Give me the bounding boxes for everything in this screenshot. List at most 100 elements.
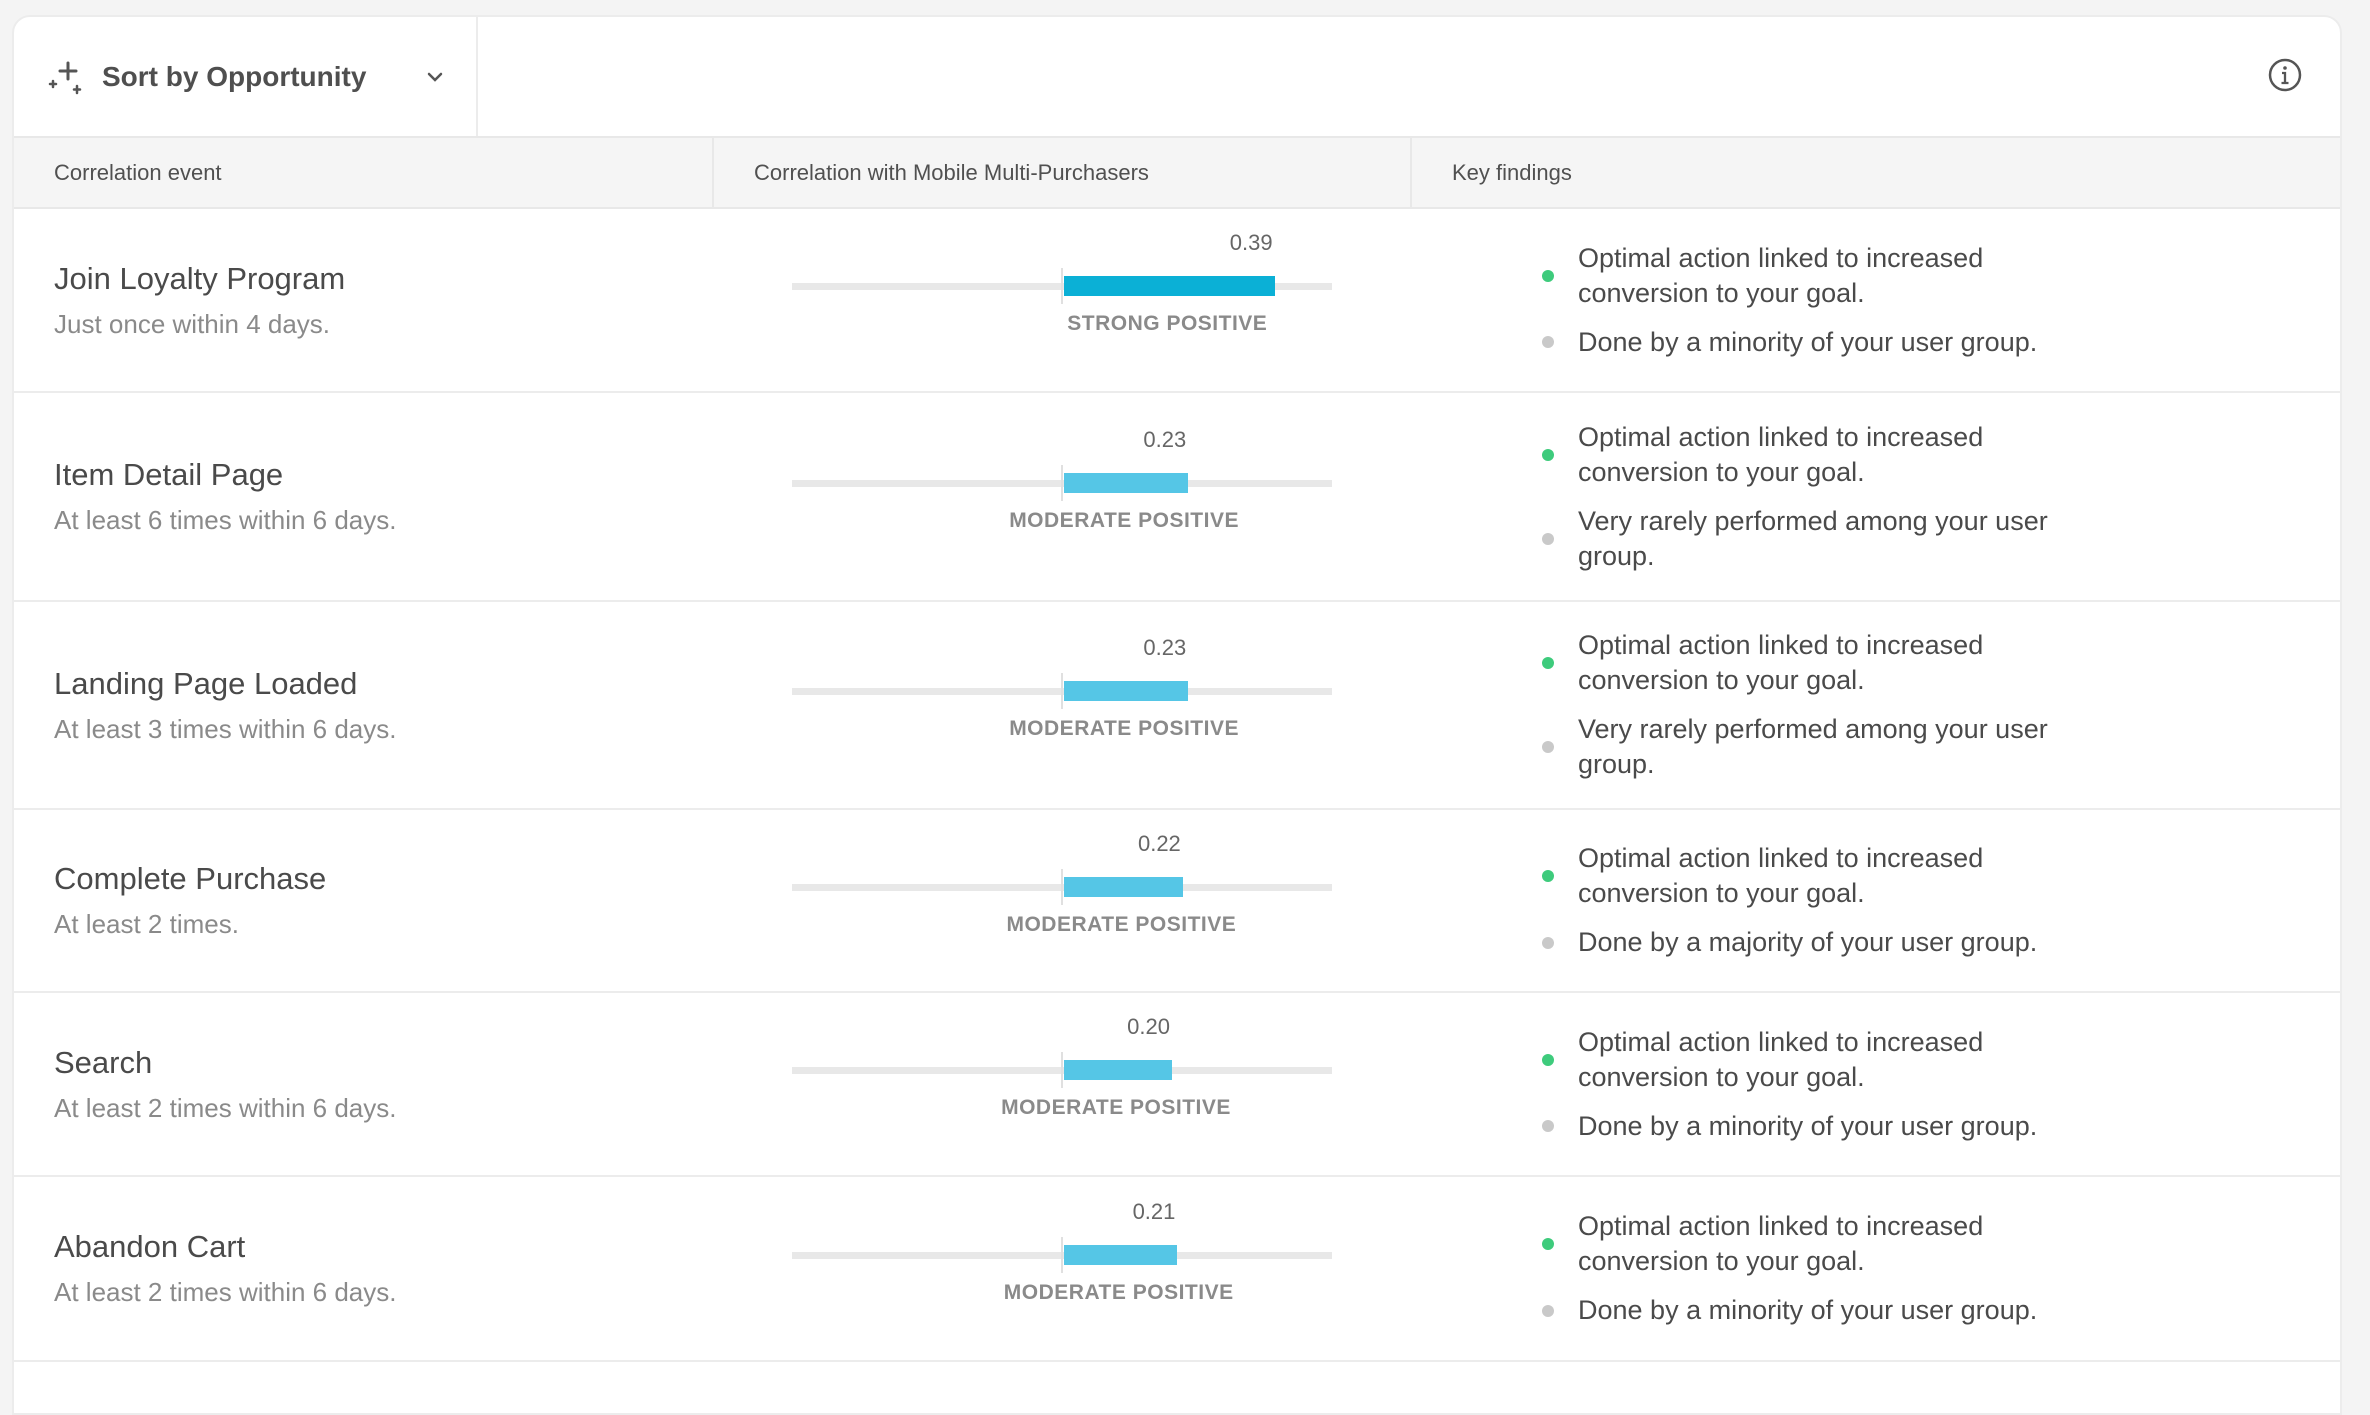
correlation-card: Sort by Opportunity Correlation event Co… xyxy=(12,15,2342,1415)
event-title[interactable]: Search xyxy=(54,1044,153,1080)
event-title[interactable]: Abandon Cart xyxy=(54,1229,246,1264)
event-condition: At least 3 times within 6 days. xyxy=(54,713,397,744)
findings-cell: Optimal action linked to increased conve… xyxy=(1490,602,2340,808)
sort-label: Sort by Opportunity xyxy=(102,60,367,92)
event-cell: Abandon Cart At least 2 times within 6 d… xyxy=(14,1177,752,1360)
correlation-cell: 0.20 MODERATE POSITIVE xyxy=(752,993,1490,1175)
neutral-dot-icon xyxy=(1542,936,1554,949)
correlation-bar xyxy=(1064,276,1275,296)
finding-item: Done by a minority of your user group. xyxy=(1542,1293,2340,1328)
correlation-cell: 0.39 STRONG POSITIVE xyxy=(752,209,1490,391)
correlation-bar-chart: 0.39 STRONG POSITIVE xyxy=(792,209,1332,391)
table-row[interactable]: Search At least 2 times within 6 days. 0… xyxy=(14,993,2340,1177)
correlation-cell: 0.23 MODERATE POSITIVE xyxy=(752,602,1490,808)
event-title[interactable]: Landing Page Loaded xyxy=(54,665,358,701)
correlation-strength: MODERATE POSITIVE xyxy=(1009,717,1239,740)
finding-text: Done by a minority of your user group. xyxy=(1578,1110,2038,1141)
finding-item: Very rarely performed among your user gr… xyxy=(1542,712,2340,782)
positive-dot-icon xyxy=(1542,269,1554,282)
zero-line xyxy=(1061,868,1063,905)
table-row[interactable]: Item Detail Page At least 6 times within… xyxy=(14,393,2340,602)
findings-cell: Optimal action linked to increased conve… xyxy=(1490,993,2340,1175)
finding-text: Done by a majority of your user group. xyxy=(1578,927,2038,957)
event-condition: At least 2 times within 6 days. xyxy=(54,1277,397,1307)
correlation-value: 0.21 xyxy=(1132,1198,1176,1224)
finding-item: Done by a majority of your user group. xyxy=(1542,925,2340,960)
finding-text: Optimal action linked to increased conve… xyxy=(1578,421,1984,487)
info-icon[interactable] xyxy=(2268,58,2302,92)
correlation-strength: MODERATE POSITIVE xyxy=(1001,1096,1231,1119)
neutral-dot-icon xyxy=(1542,1120,1554,1132)
table-row[interactable] xyxy=(14,1362,2340,1413)
correlation-bar xyxy=(1064,876,1183,897)
zero-line xyxy=(1061,673,1063,709)
correlation-cell: 0.22 MODERATE POSITIVE xyxy=(752,810,1490,991)
correlation-bar-chart: 0.23 MODERATE POSITIVE xyxy=(792,602,1332,808)
table-header: Correlation event Correlation with Mobil… xyxy=(14,138,2340,209)
sort-dropdown[interactable]: Sort by Opportunity xyxy=(14,17,478,136)
neutral-dot-icon xyxy=(1542,741,1554,753)
column-header-findings[interactable]: Key findings xyxy=(1410,138,2340,207)
event-cell: Complete Purchase At least 2 times. xyxy=(14,810,752,991)
correlation-bar-chart: 0.23 MODERATE POSITIVE xyxy=(792,393,1332,600)
event-cell: Landing Page Loaded At least 3 times wit… xyxy=(14,602,752,808)
event-condition: At least 6 times within 6 days. xyxy=(54,505,397,535)
zero-line xyxy=(1061,1052,1063,1088)
correlation-value: 0.23 xyxy=(1143,426,1187,452)
finding-text: Done by a minority of your user group. xyxy=(1578,326,2038,357)
neutral-dot-icon xyxy=(1542,1304,1554,1317)
table-row[interactable]: Landing Page Loaded At least 3 times wit… xyxy=(14,602,2340,810)
table-row[interactable]: Complete Purchase At least 2 times. 0.22… xyxy=(14,810,2340,993)
findings-cell: Optimal action linked to increased conve… xyxy=(1490,209,2340,391)
positive-dot-icon xyxy=(1542,657,1554,669)
correlation-value: 0.39 xyxy=(1229,230,1273,255)
finding-item: Done by a minority of your user group. xyxy=(1542,1109,2340,1144)
correlation-bar-chart: 0.22 MODERATE POSITIVE xyxy=(792,810,1332,991)
zero-line xyxy=(1061,464,1063,501)
event-condition: At least 2 times within 6 days. xyxy=(54,1092,397,1123)
positive-dot-icon xyxy=(1542,1238,1554,1250)
correlation-bar xyxy=(1064,472,1189,493)
finding-text: Done by a minority of your user group. xyxy=(1578,1295,2038,1325)
correlation-value: 0.22 xyxy=(1137,830,1181,856)
zero-line xyxy=(1061,268,1063,304)
finding-item: Optimal action linked to increased conve… xyxy=(1542,241,2340,311)
correlation-bar xyxy=(1064,681,1189,701)
finding-item: Optimal action linked to increased conve… xyxy=(1542,841,2340,911)
event-condition: Just once within 4 days. xyxy=(54,308,331,339)
findings-cell: Optimal action linked to increased conve… xyxy=(1490,1177,2340,1360)
finding-item: Done by a minority of your user group. xyxy=(1542,325,2340,360)
correlation-bar xyxy=(1064,1060,1172,1080)
finding-text: Optimal action linked to increased conve… xyxy=(1578,1026,1984,1092)
event-title[interactable]: Join Loyalty Program xyxy=(54,260,346,296)
findings-cell: Optimal action linked to increased conve… xyxy=(1490,393,2340,600)
positive-dot-icon xyxy=(1542,870,1554,882)
finding-item: Very rarely performed among your user gr… xyxy=(1542,504,2340,574)
correlation-bar-chart: 0.21 MODERATE POSITIVE xyxy=(792,1177,1332,1360)
correlation-strength: MODERATE POSITIVE xyxy=(1006,912,1237,936)
sparkle-icon xyxy=(48,61,82,94)
correlation-bar-chart: 0.20 MODERATE POSITIVE xyxy=(792,993,1332,1175)
positive-dot-icon xyxy=(1542,1053,1554,1066)
finding-item: Optimal action linked to increased conve… xyxy=(1542,1209,2340,1279)
correlation-strength: STRONG POSITIVE xyxy=(1067,312,1268,335)
chevron-down-icon xyxy=(427,72,443,82)
correlation-strength: MODERATE POSITIVE xyxy=(1009,508,1239,532)
column-header-event[interactable]: Correlation event xyxy=(54,159,222,185)
finding-text: Optimal action linked to increased conve… xyxy=(1578,630,1984,695)
event-cell: Join Loyalty Program Just once within 4 … xyxy=(14,209,752,391)
table-row[interactable]: Abandon Cart At least 2 times within 6 d… xyxy=(14,1177,2340,1362)
event-cell: Search At least 2 times within 6 days. xyxy=(14,993,752,1175)
table-row[interactable]: Join Loyalty Program Just once within 4 … xyxy=(14,209,2340,393)
column-header-correlation[interactable]: Correlation with Mobile Multi-Purchasers xyxy=(712,138,1410,207)
event-title[interactable]: Item Detail Page xyxy=(54,457,284,492)
correlation-cell: 0.21 MODERATE POSITIVE xyxy=(752,1177,1490,1360)
event-title[interactable]: Complete Purchase xyxy=(54,861,327,896)
finding-text: Optimal action linked to increased conve… xyxy=(1578,1211,1984,1276)
finding-text: Optimal action linked to increased conve… xyxy=(1578,242,1984,308)
finding-text: Very rarely performed among your user gr… xyxy=(1578,505,2048,571)
findings-cell: Optimal action linked to increased conve… xyxy=(1490,810,2340,991)
neutral-dot-icon xyxy=(1542,336,1554,348)
finding-text: Optimal action linked to increased conve… xyxy=(1578,843,1984,908)
positive-dot-icon xyxy=(1542,448,1554,461)
